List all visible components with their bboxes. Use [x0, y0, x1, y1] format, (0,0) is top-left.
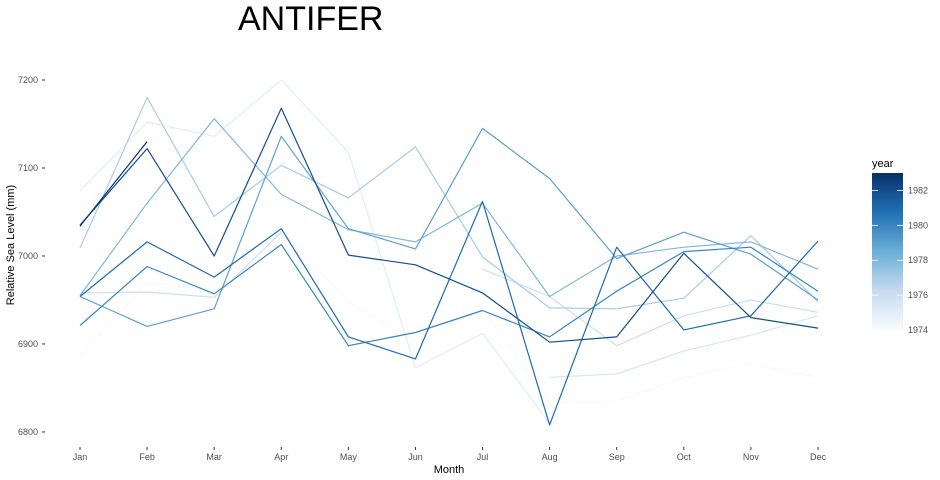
- x-tick-label: Oct: [677, 452, 692, 462]
- series-line: [79, 141, 148, 227]
- y-axis-title: Relative Sea Level (mm): [5, 185, 17, 305]
- legend-colorbar: [872, 173, 903, 330]
- series-line: [549, 315, 819, 378]
- legend-title: year: [872, 158, 894, 170]
- series-lines: [79, 79, 819, 426]
- x-tick-label: Mar: [206, 452, 222, 462]
- x-tick-label: Jul: [477, 452, 489, 462]
- year-legend: year 1974 1976 1978 1980 1982: [872, 158, 928, 335]
- series-line: [79, 107, 819, 343]
- series-line: [79, 118, 819, 298]
- y-axis: 6800 6900 7000 7100 7200: [18, 75, 45, 437]
- y-tick-label: 6900: [18, 339, 38, 349]
- y-tick-label: 7200: [18, 75, 38, 85]
- series-line: [79, 229, 819, 404]
- legend-tick-label: 1978: [908, 255, 928, 265]
- x-tick-label: Dec: [810, 452, 827, 462]
- series-line: [79, 97, 819, 310]
- series-line: [79, 243, 819, 347]
- x-tick-label: Aug: [542, 452, 558, 462]
- y-tick-label: 7100: [18, 163, 38, 173]
- series-line: [79, 79, 551, 424]
- x-tick-label: Nov: [743, 452, 760, 462]
- x-tick-label: Apr: [274, 452, 288, 462]
- y-tick-label: 7000: [18, 251, 38, 261]
- y-tick-label: 6800: [18, 427, 38, 437]
- chart-title: ANTIFER: [238, 0, 383, 38]
- legend-tick-label: 1974: [908, 325, 928, 335]
- x-axis: Jan Feb Mar Apr May Jun Jul Aug Sep Oct Nov Dec: [73, 447, 827, 462]
- legend-tick-label: 1980: [908, 220, 928, 230]
- series-line: [79, 127, 819, 327]
- x-tick-label: Sep: [609, 452, 625, 462]
- x-tick-label: Feb: [139, 452, 155, 462]
- series-line: [79, 200, 819, 426]
- series-line: [79, 231, 819, 347]
- x-tick-label: May: [340, 452, 358, 462]
- x-tick-label: Jan: [73, 452, 88, 462]
- legend-ticks: 1974 1976 1978 1980 1982: [872, 185, 928, 335]
- legend-tick-label: 1982: [908, 185, 928, 195]
- x-tick-label: Jun: [408, 452, 423, 462]
- legend-tick-label: 1976: [908, 290, 928, 300]
- x-axis-title: Month: [434, 464, 465, 476]
